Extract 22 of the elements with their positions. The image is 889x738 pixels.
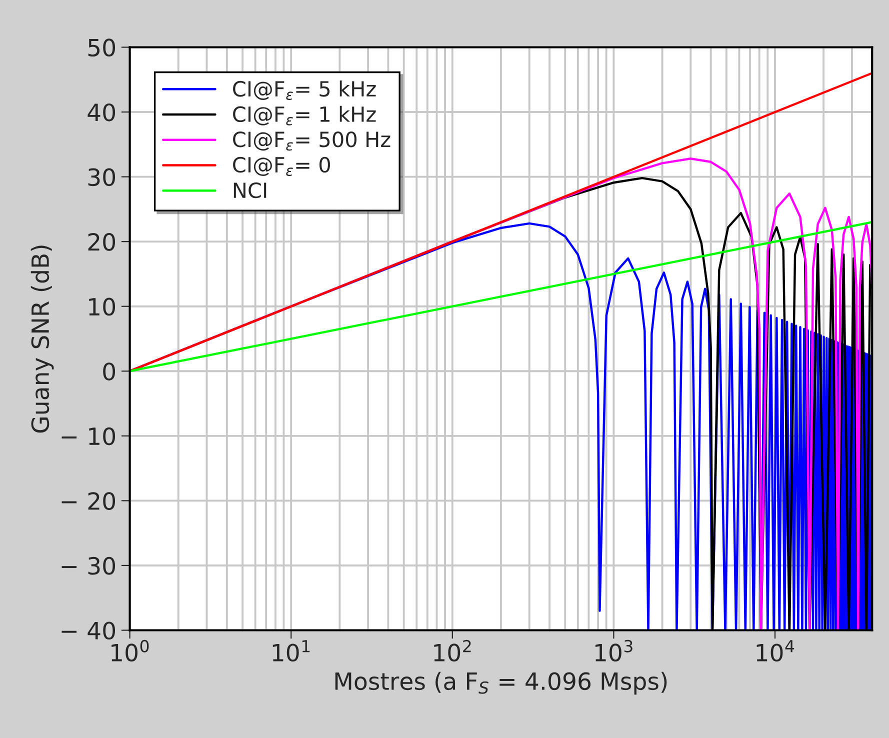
legend-label: NCI — [234, 182, 266, 198]
x-tick-label: 10$^{4}$ — [756, 640, 794, 662]
y-tick-label: 0 — [103, 362, 116, 380]
y-axis-title: Guany SNR (dB) — [30, 246, 54, 433]
x-axis-title: Mostres (a F$_{S}$ = 4.096 Msps) — [335, 672, 667, 695]
x-tick-label: 10$^{0}$ — [112, 640, 149, 662]
y-tick-label: − 10 — [62, 427, 116, 446]
y-tick-label: 10 — [89, 298, 116, 316]
y-tick-label: 30 — [88, 168, 116, 186]
x-tick-label: 10$^{3}$ — [596, 640, 632, 662]
legend-label: CI@F$_{ε}$= 1 kHz — [233, 106, 376, 126]
y-tick-label: − 30 — [62, 556, 116, 575]
y-tick-label: 50 — [88, 38, 116, 57]
x-tick-label: 10$^{1}$ — [272, 640, 310, 662]
y-tick-label: − 40 — [62, 622, 116, 640]
legend-label: CI@F$_{ε}$= 0 — [233, 156, 330, 176]
y-tick-label: − 20 — [62, 492, 116, 510]
y-tick-label: 20 — [88, 233, 116, 251]
legend-label: CI@F$_{ε}$= 5 kHz — [233, 80, 376, 100]
legend-label: CI@F$_{ε}$= 500 Hz — [233, 132, 390, 151]
x-tick-label: 10$^{2}$ — [434, 640, 471, 662]
y-tick-label: 40 — [88, 103, 116, 122]
